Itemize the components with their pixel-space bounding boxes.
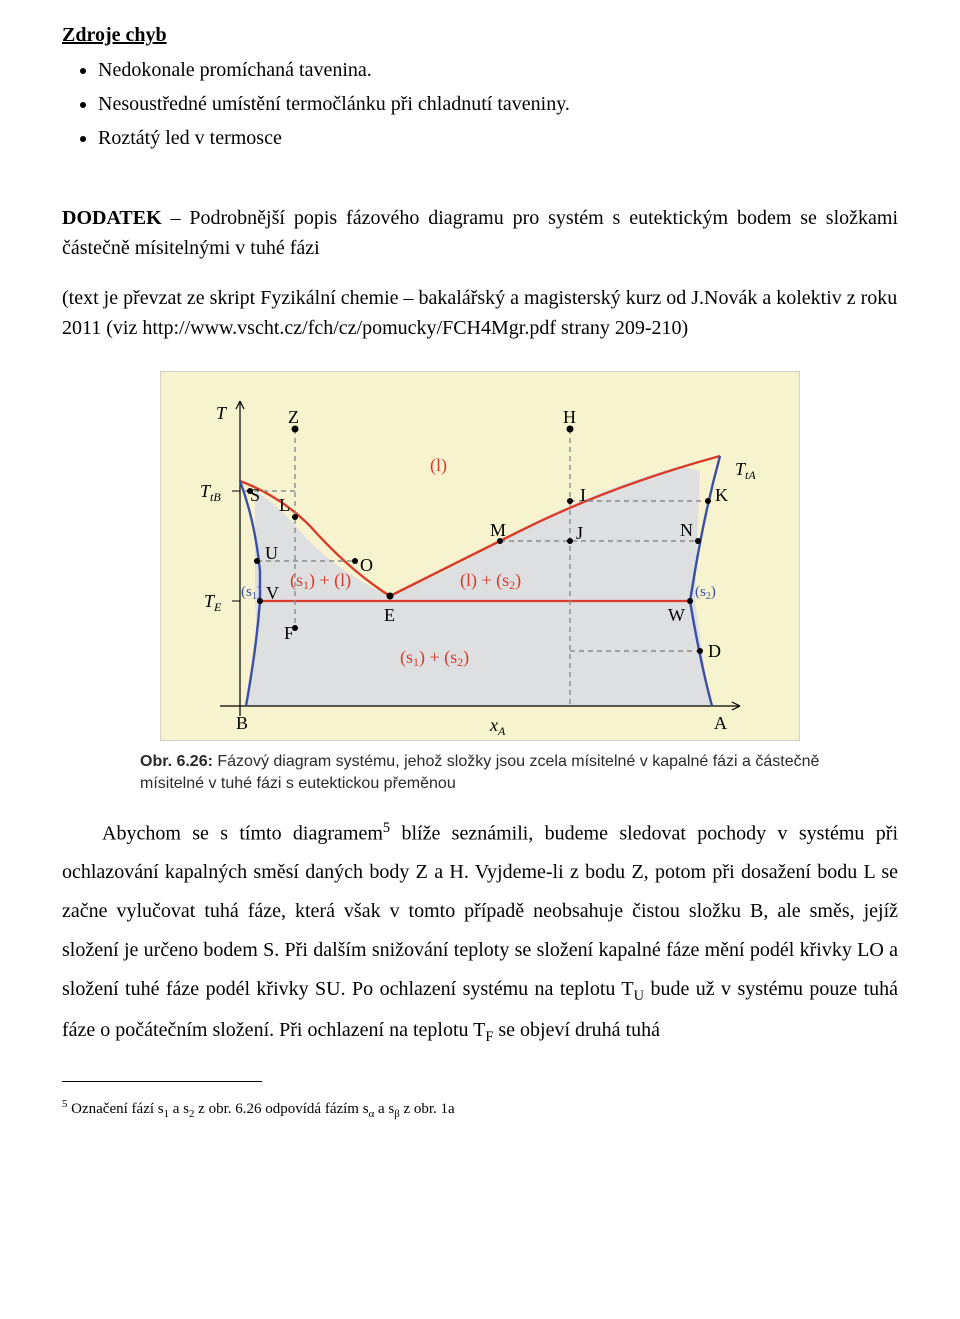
list-item: Roztátý led v termosce: [98, 123, 898, 153]
body-paragraph: Abychom se s tímto diagramem5 blíže sezn…: [62, 814, 898, 1051]
svg-text:W: W: [668, 605, 685, 625]
footnote: 5 Označení fází s1 a s2 z obr. 6.26 odpo…: [62, 1097, 898, 1121]
svg-text:(s2): (s2): [695, 584, 716, 602]
svg-text:K: K: [715, 485, 728, 505]
svg-text:B: B: [236, 713, 248, 733]
dodatek-intro: DODATEK – Podrobnější popis fázového dia…: [62, 203, 898, 263]
error-sources-list: Nedokonale promíchaná tavenina. Nesoustř…: [62, 55, 898, 153]
svg-text:(s1) + (l): (s1) + (l): [290, 570, 351, 592]
svg-text:A: A: [714, 713, 727, 733]
page: Zdroje chyb Nedokonale promíchaná taveni…: [0, 0, 960, 1166]
svg-text:M: M: [490, 520, 506, 540]
figure-6-26: T TtB TE TtA B A xA Z H S L I K M J N U …: [140, 371, 820, 796]
figure-caption-text: Fázový diagram systému, jehož složky jso…: [140, 753, 819, 792]
dodatek-rest: – Podrobnější popis fázového diagramu pr…: [62, 207, 898, 259]
svg-text:J: J: [576, 523, 583, 543]
svg-text:I: I: [580, 485, 586, 505]
svg-text:V: V: [266, 583, 279, 603]
svg-text:S: S: [250, 485, 260, 505]
figure-caption-label: Obr. 6.26:: [140, 753, 213, 770]
figure-caption: Obr. 6.26: Fázový diagram systému, jehož…: [140, 751, 820, 796]
svg-text:F: F: [284, 623, 294, 643]
phase-diagram-svg: T TtB TE TtA B A xA Z H S L I K M J N U …: [160, 371, 800, 741]
list-item: Nesoustředné umístění termočlánku při ch…: [98, 89, 898, 119]
svg-text:E: E: [384, 605, 395, 625]
footnote-separator: [62, 1081, 262, 1082]
svg-text:(s1): (s1): [241, 584, 262, 602]
svg-text:Z: Z: [288, 407, 299, 427]
svg-text:N: N: [680, 520, 693, 540]
svg-text:O: O: [360, 555, 373, 575]
svg-text:(l): (l): [430, 455, 447, 476]
list-item: Nedokonale promíchaná tavenina.: [98, 55, 898, 85]
dodatek-label: DODATEK: [62, 207, 162, 229]
svg-text:H: H: [563, 407, 576, 427]
source-note: (text je převzat ze skript Fyzikální che…: [62, 283, 898, 343]
svg-text:U: U: [265, 543, 278, 563]
svg-text:D: D: [708, 641, 721, 661]
svg-text:L: L: [279, 495, 290, 515]
heading-zdroje: Zdroje chyb: [62, 24, 898, 47]
